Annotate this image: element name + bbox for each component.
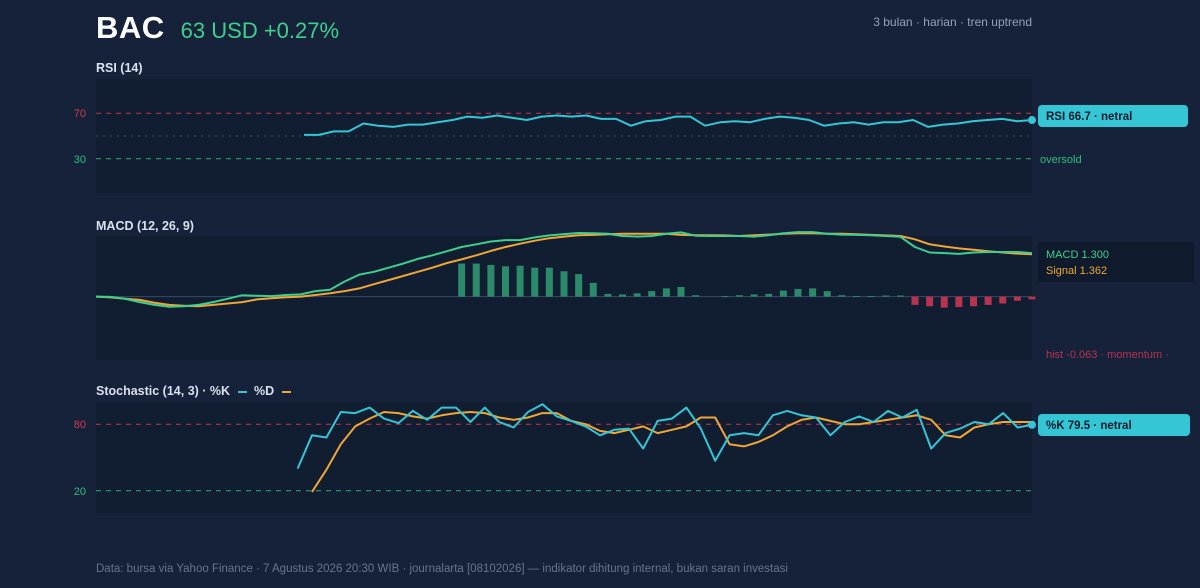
- macd-line: [95, 231, 1033, 308]
- k-legend-swatch: [237, 390, 247, 393]
- macd-hist-bar: [896, 295, 904, 297]
- macd-hist-bar: [604, 293, 612, 297]
- macd-title: MACD (12, 26, 9): [96, 219, 194, 233]
- macd-hist-bar: [1028, 296, 1036, 300]
- macd-hist-bar: [955, 296, 963, 308]
- macd-hist-bar: [531, 267, 539, 297]
- stoch-badge: %K 79.5 · netral: [1046, 420, 1132, 432]
- macd-hist-bar: [940, 296, 948, 308]
- stoch-tick-80: 80: [74, 419, 86, 431]
- macd-hist-bar: [882, 295, 890, 297]
- footer-note: Data: bursa via Yahoo Finance · 7 Agustu…: [96, 563, 788, 575]
- macd-hist-bar: [867, 296, 875, 298]
- macd-hist-bar: [458, 263, 466, 297]
- stoch-last-dot: [1028, 420, 1036, 429]
- macd-hist-bar: [677, 286, 685, 297]
- d-legend-label: %D: [254, 384, 275, 398]
- rsi-title: RSI (14): [96, 61, 143, 75]
- macd-hist-bar: [516, 265, 524, 297]
- macd-hist-bar: [853, 296, 860, 298]
- rsi-line: [304, 114, 1033, 136]
- macd-hist-bar: [911, 296, 919, 305]
- macd-hist-bar: [750, 294, 758, 297]
- macd-hist-bar: [926, 296, 934, 307]
- macd-hist-bar: [692, 295, 700, 297]
- rsi-last-dot: [1028, 116, 1036, 125]
- macd-hist-bar: [809, 288, 817, 297]
- macd-hist-bar: [823, 291, 831, 297]
- macd-label-box: [1038, 242, 1194, 282]
- macd-hist-bar: [721, 296, 729, 298]
- macd-hist-bar: [736, 295, 743, 297]
- stoch-title-text: Stochastic (14, 3) · %K: [96, 384, 231, 398]
- chart-meta: 3 bulan · harian · tren uptrend: [873, 15, 1032, 29]
- stoch-title: Stochastic (14, 3) · %K %D: [96, 384, 295, 398]
- macd-hist-bar: [648, 291, 656, 297]
- macd-hist-bar: [560, 271, 568, 297]
- macd-hist-bar: [662, 288, 670, 297]
- macd-hist-bar: [794, 288, 802, 297]
- macd-hist-bar: [1013, 296, 1021, 301]
- macd-hist-bar: [838, 295, 846, 297]
- macd-hist-bar: [779, 290, 787, 297]
- price-change: 63 USD +0.27%: [180, 18, 340, 43]
- stoch-k-line: [296, 403, 1033, 469]
- header: BAC 63 USD +0.27%: [96, 10, 339, 46]
- ticker-symbol: BAC: [96, 10, 165, 45]
- stoch-tick-20: 20: [74, 486, 86, 498]
- rsi-badge-bg: [1038, 105, 1188, 127]
- hist-value-label: hist -0.063 · momentum ·: [1046, 349, 1169, 361]
- stoch-badge-bg: [1038, 414, 1190, 436]
- macd-hist-bar: [984, 296, 992, 305]
- rsi-badge: RSI 66.7 · netral: [1046, 111, 1132, 123]
- macd-hist-bar: [487, 264, 495, 297]
- signal-value-label: Signal 1.362: [1046, 265, 1107, 277]
- macd-hist-bar: [999, 296, 1007, 304]
- macd-hist-bar: [502, 266, 509, 297]
- macd-hist-bar: [589, 282, 597, 297]
- rsi-oversold-tag: oversold: [1040, 154, 1082, 166]
- macd-value-label: MACD 1.300: [1046, 249, 1109, 261]
- rsi-tick-30: 30: [74, 154, 86, 166]
- macd-hist-bar: [970, 296, 977, 307]
- macd-panel: [96, 236, 1032, 360]
- stoch-d-line: [311, 411, 1032, 493]
- d-legend-swatch: [281, 390, 291, 393]
- macd-hist-bar: [545, 267, 553, 297]
- rsi-tick-70: 70: [74, 108, 86, 120]
- macd-hist-bar: [575, 274, 583, 297]
- macd-hist-bar: [765, 293, 773, 297]
- macd-hist-bar: [633, 293, 641, 297]
- macd-hist-bar: [619, 294, 626, 297]
- macd-hist-bar: [472, 263, 480, 297]
